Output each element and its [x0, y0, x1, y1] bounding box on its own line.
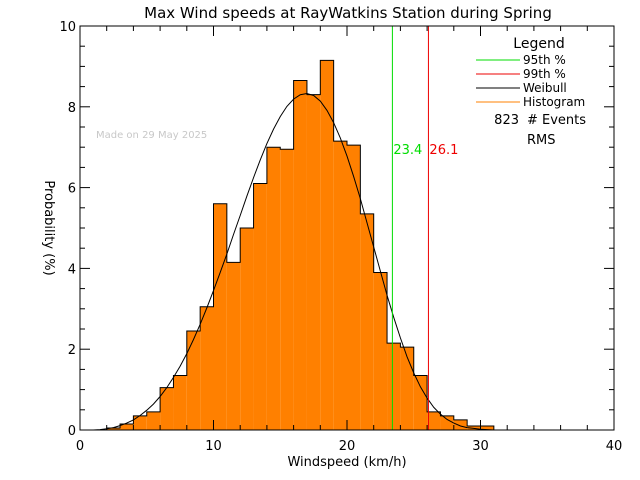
y-axis-label: Probability (%)	[41, 180, 56, 275]
y-tick-label: 4	[68, 262, 76, 277]
histogram-bar	[146, 411, 161, 430]
histogram-bar	[200, 306, 214, 430]
histogram-bar	[186, 331, 201, 430]
histogram-bar	[266, 147, 281, 430]
y-tick-label: 6	[68, 182, 76, 197]
histogram-bar	[413, 375, 428, 430]
x-axis-label: Windspeed (km/h)	[287, 455, 406, 470]
histogram-bar	[160, 387, 174, 430]
histogram-bars	[106, 59, 495, 431]
histogram-bar	[240, 228, 254, 430]
histogram-bar	[106, 427, 121, 430]
y-tick-label: 8	[68, 101, 76, 116]
histogram-bar	[480, 425, 494, 430]
histogram-bar	[253, 183, 267, 430]
legend-events-count: 823	[494, 113, 519, 128]
p95-value-label: 23.4	[393, 143, 422, 158]
histogram-bar	[373, 272, 388, 430]
histogram-bar	[293, 80, 307, 430]
histogram-bar	[360, 213, 374, 430]
y-tick-label: 2	[68, 343, 76, 358]
x-tick-label: 10	[205, 439, 222, 454]
legend-rms-label: RMS	[527, 133, 556, 148]
axes: 0 10 20 30 40 0 2 4 6 8 10	[59, 20, 622, 454]
y-tick-label: 10	[59, 20, 76, 35]
chart-title: Max Wind speeds at RayWatkins Station du…	[144, 4, 552, 22]
x-tick-label: 40	[606, 439, 623, 454]
legend-events-label: # Events	[527, 113, 586, 128]
histogram-outline	[106, 59, 495, 430]
histogram-bar	[173, 375, 187, 430]
histogram-bar	[427, 411, 441, 430]
legend-entry-label: 99th %	[523, 67, 566, 81]
histogram-bar	[440, 415, 454, 430]
histogram-bar	[387, 343, 401, 430]
weibull-layer	[93, 92, 508, 431]
weibull-curve	[93, 92, 508, 431]
legend-entry-label: Histogram	[523, 95, 585, 109]
legend-entry-label: 95th %	[523, 53, 566, 67]
x-tick-label: 30	[472, 439, 489, 454]
histogram-bar	[453, 419, 468, 430]
p99-value-label: 26.1	[429, 143, 458, 158]
x-tick-label: 0	[76, 439, 84, 454]
histogram-bar	[226, 262, 241, 430]
y-tick-label: 0	[68, 424, 76, 439]
legend-title: Legend	[513, 36, 564, 52]
histogram-bar	[120, 423, 134, 430]
histogram-bar	[306, 94, 321, 431]
histogram-bar	[347, 145, 361, 430]
histogram-bar	[333, 141, 347, 430]
percentile-layer: 23.4 26.1	[391, 26, 458, 430]
watermark: Made on 29 May 2025	[96, 130, 207, 141]
histogram-bar	[400, 347, 414, 430]
histogram-bar	[280, 149, 294, 430]
histogram-bar	[213, 203, 227, 430]
legend-entry-label: Weibull	[523, 81, 567, 95]
x-tick-label: 20	[339, 439, 356, 454]
histogram-bar	[133, 415, 147, 430]
histogram-bar	[320, 60, 334, 431]
